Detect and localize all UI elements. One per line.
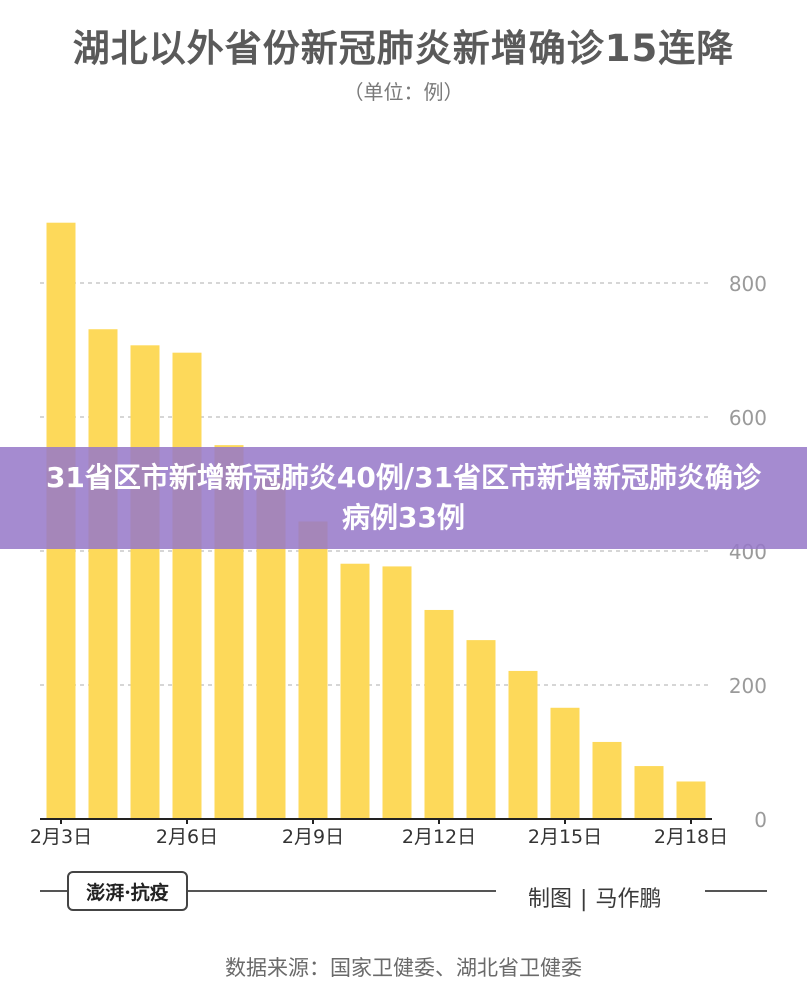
bar <box>298 521 328 819</box>
y-tick-label: 800 <box>729 272 767 296</box>
chart-title: 湖北以外省份新冠肺炎新增确诊15连降 <box>72 27 735 70</box>
x-tick-label: 2月15日 <box>528 826 602 848</box>
bar <box>508 670 538 819</box>
bar <box>550 707 580 819</box>
bar <box>382 566 412 819</box>
x-tick-label: 2月9日 <box>282 826 344 848</box>
headline-banner: 31省区市新增新冠肺炎40例/31省区市新增新冠肺炎确诊病例33例 <box>0 447 807 549</box>
y-tick-label: 200 <box>729 674 767 698</box>
bar <box>592 741 622 819</box>
publisher-logo-text: 澎湃·抗疫 <box>86 881 169 904</box>
bar <box>130 345 160 819</box>
credit-separator: | <box>580 887 588 912</box>
data-source: 数据来源：国家卫健委、湖北省卫健委 <box>225 956 582 980</box>
bar <box>88 329 118 819</box>
bar <box>634 766 664 819</box>
headline-text: 31省区市新增新冠肺炎40例/31省区市新增新冠肺炎确诊病例33例 <box>45 461 762 534</box>
x-tick-label: 2月6日 <box>156 826 218 848</box>
x-tick-label: 2月3日 <box>30 826 92 848</box>
x-tick-label: 2月12日 <box>402 826 476 848</box>
y-tick-label: 0 <box>754 808 767 832</box>
x-tick-label: 2月18日 <box>654 826 728 848</box>
footer-rule-left <box>40 890 67 892</box>
publisher-logo: 澎湃·抗疫 <box>67 871 188 911</box>
bar <box>466 640 496 819</box>
footer-rule-right <box>705 890 767 892</box>
y-tick-label: 600 <box>729 406 767 430</box>
footer-rule-middle <box>188 890 496 892</box>
chart-credit: 制图 | 马作鹏 <box>528 881 661 913</box>
credit-author: 马作鹏 <box>595 887 662 912</box>
credit-label: 制图 <box>528 887 573 912</box>
chart-unit-subtitle: （单位：例） <box>343 80 464 104</box>
bar <box>340 563 370 819</box>
bar <box>424 609 454 819</box>
bar <box>676 781 706 819</box>
bar <box>172 352 202 819</box>
